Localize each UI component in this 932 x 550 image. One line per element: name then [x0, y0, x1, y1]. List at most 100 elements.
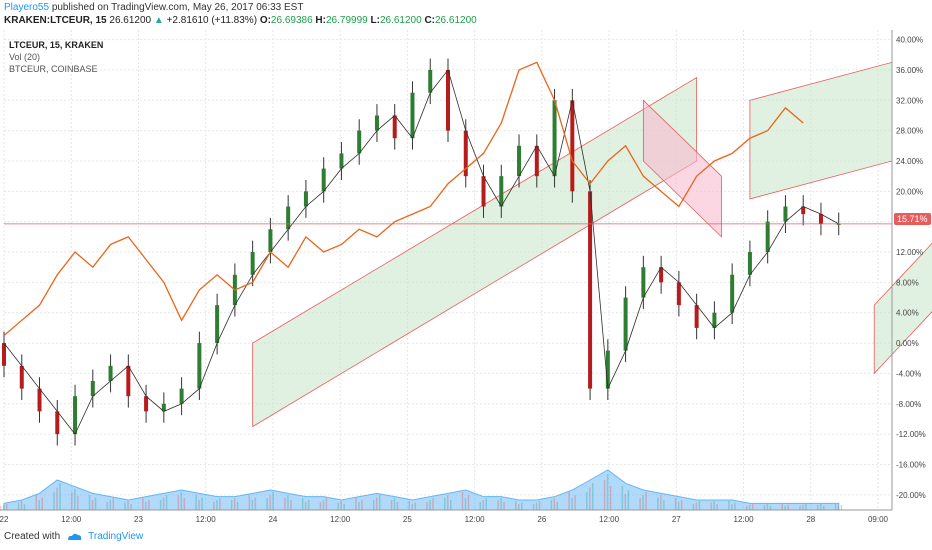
volume-bar [180, 492, 183, 510]
change-value: +2.81610 (+11.83%) [166, 15, 258, 26]
volume-bar [574, 495, 576, 510]
x-tick-label: 12:00 [465, 515, 486, 524]
volume-bar [731, 504, 733, 510]
volume-bar [236, 502, 239, 510]
tradingview-brand-link[interactable]: TradingView [88, 531, 144, 542]
volume-bar [337, 502, 339, 510]
volume-bar [586, 492, 588, 510]
volume-bar [485, 498, 488, 510]
volume-bar [195, 495, 197, 510]
legend-compare[interactable]: BTCEUR, COINBASE [9, 64, 98, 74]
volume-bar [142, 498, 144, 510]
volume-bar [624, 494, 627, 510]
volume-bar [307, 500, 310, 510]
candle-body [588, 191, 593, 389]
volume-bar [301, 498, 304, 510]
volume-bar [378, 495, 381, 510]
x-tick-label: 22 [0, 515, 9, 524]
candle-body [623, 297, 628, 351]
price-chart[interactable]: 2 40.00%36.00%32.00%28.00%24.00%20.00%16… [0, 30, 932, 530]
volume-bar [822, 506, 825, 510]
candle-body [108, 365, 113, 382]
close-label: C: [424, 15, 435, 26]
candle-body [250, 252, 255, 275]
volume-bar [251, 500, 254, 510]
volume-bar [358, 502, 360, 510]
volume-bar [763, 505, 766, 510]
candle-body [55, 411, 60, 435]
y-tick-label: 0.00% [896, 339, 919, 348]
author-link[interactable]: Playero55 [4, 2, 50, 13]
volume-bar [59, 483, 61, 510]
candle-body [552, 100, 557, 177]
drawing-channels [252, 61, 932, 428]
volume-bar [660, 495, 662, 510]
candle-body [126, 365, 131, 397]
volume-bar [230, 500, 233, 510]
volume-bar [568, 492, 570, 510]
candle-body [570, 100, 575, 192]
volume-bar [23, 504, 26, 510]
volume-bar [183, 498, 186, 510]
volume-bar [287, 495, 289, 510]
volume-bar [482, 500, 485, 510]
x-tick-label: 12:00 [734, 515, 755, 524]
volume-bar [692, 504, 695, 510]
candle-body [765, 221, 770, 253]
volume-bar [728, 501, 730, 510]
volume-bar [716, 504, 718, 510]
volume-bar [645, 492, 647, 510]
volume-bar [571, 498, 573, 510]
y-tick-label: 36.00% [896, 66, 923, 75]
volume-bar [91, 500, 94, 510]
legend-volume[interactable]: Vol (20) [9, 52, 41, 62]
candle-body [605, 350, 610, 389]
volume-bar [642, 495, 644, 510]
x-tick-label: 27 [672, 515, 681, 524]
y-tick-label: -20.00% [896, 491, 926, 500]
volume-bar [444, 497, 446, 510]
volume-bar [0, 506, 2, 510]
volume-bar [592, 483, 594, 510]
candle-body [339, 153, 344, 169]
volume-bar [589, 487, 591, 510]
volume-bar [769, 506, 772, 510]
candle-body [783, 206, 788, 222]
volume-bar [6, 504, 8, 510]
candle-body [303, 191, 308, 207]
candle-body [374, 115, 379, 131]
volume-bar [553, 498, 556, 510]
candle-body [801, 206, 806, 215]
volume-bar [674, 498, 677, 510]
volume-bar [450, 500, 452, 510]
chart-grid [3, 30, 892, 510]
volume-bar [343, 504, 345, 510]
volume-bar [426, 502, 428, 510]
volume-layer [0, 469, 843, 511]
candle-body [694, 305, 699, 328]
volume-bar [816, 505, 819, 510]
volume-bar [219, 498, 221, 510]
x-tick-label: 12:00 [196, 515, 217, 524]
volume-bar [112, 498, 115, 510]
volume-bar [464, 498, 467, 510]
volume-bar [479, 502, 482, 510]
volume-bar [414, 502, 416, 510]
volume-bar [627, 490, 630, 510]
volume-bar [361, 500, 363, 510]
candle-body [286, 206, 291, 230]
candle-body [321, 168, 326, 192]
volume-bar [165, 495, 168, 510]
x-tick-label: 28 [806, 515, 815, 524]
volume-bar [663, 500, 665, 510]
volume-bar [127, 501, 129, 510]
volume-bar [38, 500, 41, 510]
volume-bar [56, 487, 58, 510]
low-value: 26.61200 [379, 15, 422, 26]
volume-bar [621, 486, 624, 510]
volume-bar [304, 502, 307, 510]
volume-bar [500, 498, 502, 510]
legend-main[interactable]: LTCEUR, 15, KRAKEN [9, 40, 104, 50]
volume-area [3, 469, 840, 511]
candle-body [836, 223, 841, 225]
